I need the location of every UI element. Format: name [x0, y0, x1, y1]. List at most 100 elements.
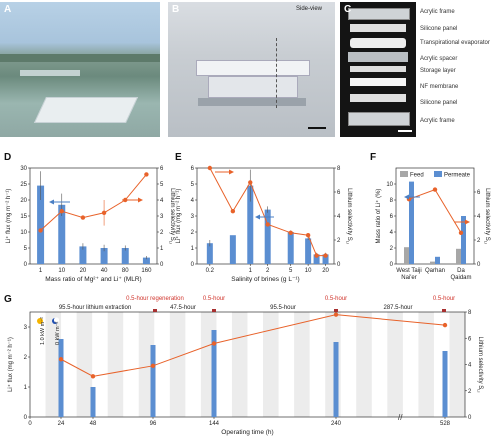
bar	[442, 351, 448, 417]
selectivity-line	[209, 167, 326, 257]
x-axis-title: Operating time (h)	[221, 429, 273, 436]
side-view-note: Side-view	[296, 6, 323, 12]
y-tick-label: 1	[24, 385, 28, 391]
y-tick-label: 30	[20, 166, 27, 172]
selectivity-point	[211, 341, 217, 346]
part-label: Acrylic spacer	[420, 56, 458, 62]
moon-icon-cutout	[53, 317, 60, 323]
part-label: NF membrane	[420, 84, 459, 90]
y-tick-label: 2	[24, 355, 28, 361]
night-stripe	[294, 312, 310, 417]
x-tick-label: 20	[322, 268, 329, 274]
x-axis-title: Salinity of brines (g L⁻¹)	[231, 276, 299, 283]
y-tick-label: 3	[24, 325, 28, 331]
part-label: Transpirational evaporator	[420, 40, 490, 46]
bar	[100, 248, 108, 264]
x-axis-title: Mass ratio of Mg²⁺ and Li⁺ (MLR)	[45, 276, 141, 283]
y2-axis-title: Lithium selectivity SLi	[169, 188, 176, 244]
y-axis-title: Li⁺ flux (mg m⁻² h⁻¹)	[175, 189, 182, 244]
x-tick-label: 1	[39, 268, 43, 274]
bar-permeate	[409, 181, 414, 264]
selectivity-line	[40, 174, 147, 231]
selectivity-point	[59, 209, 64, 214]
bar-permeate	[461, 216, 466, 264]
selectivity-point	[58, 357, 64, 362]
bar-feed	[430, 261, 435, 264]
regen-marker	[153, 309, 157, 312]
y2-axis-title: Lithium selectivity SLi	[346, 188, 353, 244]
y-tick-label: 2	[191, 230, 195, 236]
x-tick-label: 40	[101, 268, 108, 274]
y-tick-label: 4	[191, 198, 195, 204]
legend-label: Permeate	[444, 173, 471, 179]
part-label: Storage layer	[420, 68, 456, 74]
part-label: Acrylic frame	[420, 9, 455, 15]
x-tick-label: 10	[58, 268, 65, 274]
bar	[58, 339, 64, 417]
bar	[58, 204, 66, 264]
y-tick-label: 0	[24, 262, 28, 268]
photo-lake	[0, 2, 160, 137]
regen-marker	[442, 309, 446, 312]
axis-break: //	[398, 413, 403, 422]
y-tick-label: 10	[20, 230, 27, 236]
plot-frame	[29, 167, 158, 265]
phase-label: 95.5-hour	[270, 305, 296, 311]
x-tick-label: 48	[90, 421, 97, 427]
chart-e: 0 1 2 3 4 5 6 0 2 4 6 8 0.2 1 2 5 10 20 Salinity of brines…	[175, 165, 353, 283]
bar	[37, 185, 45, 264]
x-tick-label: 24	[58, 421, 65, 427]
y2-tick-label: 2	[160, 230, 164, 236]
y2-tick-label: 4	[160, 198, 164, 204]
y2-tick-label: 4	[477, 214, 481, 220]
panel-label-e: E	[175, 152, 182, 163]
panel-label-c: C	[344, 4, 352, 15]
bar-feed	[456, 248, 461, 264]
bar	[229, 235, 236, 264]
night-stripe	[169, 312, 186, 417]
selectivity-point	[314, 253, 319, 258]
bar	[79, 246, 87, 264]
panel-label-g: G	[4, 294, 12, 305]
part-label: Silicone panel	[420, 100, 458, 106]
y-tick-label: 6	[390, 214, 394, 220]
x-tick-label: 20	[80, 268, 87, 274]
x-tick-label: Qaidam	[450, 275, 471, 281]
night-stripe	[356, 312, 372, 417]
bar	[121, 248, 129, 264]
selectivity-point	[432, 187, 438, 192]
y-tick-label: 1	[191, 246, 195, 252]
y-tick-label: 20	[20, 198, 27, 204]
legend-label: Feed	[410, 173, 424, 179]
night-stripe	[45, 312, 62, 417]
photo-device-exploded	[340, 2, 416, 137]
night-stripe	[107, 312, 124, 417]
y-tick-label: 10	[386, 182, 393, 188]
bar	[90, 387, 96, 417]
y2-tick-label: 5	[160, 182, 164, 188]
panel-label-d: D	[4, 152, 11, 163]
part-label: Silicone panel	[420, 26, 458, 32]
selectivity-point	[80, 215, 86, 220]
night-stripe	[76, 312, 93, 417]
bar	[333, 342, 339, 417]
y-tick-label: 25	[20, 182, 27, 188]
panel-label-a: A	[4, 4, 12, 15]
y2-tick-label: 0	[468, 415, 472, 421]
panel-label-b: B	[172, 4, 180, 15]
x-tick-label: 144	[209, 421, 220, 427]
y-tick-label: 0	[390, 262, 394, 268]
selectivity-point	[458, 230, 464, 235]
x-tick-label: 240	[331, 421, 342, 427]
selectivity-point	[442, 322, 448, 328]
selectivity-point	[323, 253, 328, 258]
selectivity-point	[230, 209, 236, 214]
x-tick-label: 96	[150, 421, 157, 427]
y-tick-label: 0	[24, 415, 28, 421]
photo-side-view	[168, 2, 335, 137]
sun-icon	[37, 318, 43, 324]
y-tick-label: 8	[390, 198, 394, 204]
